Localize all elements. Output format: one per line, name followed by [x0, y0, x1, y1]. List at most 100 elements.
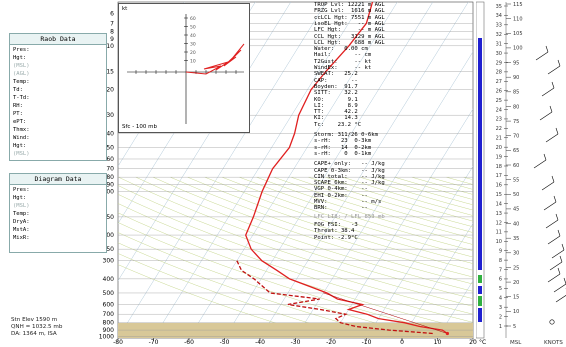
pressure-tick-label: 100 [103, 188, 115, 195]
pressure-tick-label: 60 [106, 156, 114, 163]
fog-line: Point: -2.9°C [314, 234, 358, 241]
raob-field-12: Hgt: [13, 143, 27, 149]
storm-line: Storm: 311/26 0-6km [314, 132, 378, 138]
wind-barb-flag [549, 105, 553, 113]
parameter-line: SWEAT: 25.2 [314, 71, 358, 78]
altitude-tick-label: 13 [496, 211, 502, 217]
pressure-tick-label: 600 [103, 301, 115, 308]
diagram-field-4: DryA: [13, 219, 30, 225]
altitude-tick-label: 30 [496, 51, 502, 57]
ground-layer [118, 323, 473, 338]
altitude-tick-label: 15 [496, 192, 502, 198]
wind-barb-flag [543, 153, 547, 161]
altitude-ft-label: 20 [513, 280, 519, 286]
raob-data-title: Raob Data [10, 34, 106, 45]
hodograph-tick-label: 40 [190, 33, 196, 39]
wind-barb [541, 181, 555, 191]
wind-barb [545, 219, 559, 229]
isotherm-line [118, 2, 327, 338]
dry-adiabat-line [152, 176, 473, 285]
isotherm-line [259, 2, 469, 338]
diagram-field-3: Temp: [13, 211, 30, 217]
fog-line: Threat: 38.4 [314, 228, 355, 235]
altitude-tick-label: 8 [499, 258, 502, 264]
hodograph-tick-label: 60 [190, 16, 196, 22]
parameter-line: LCL Hgt: 688 m AGL [314, 39, 385, 46]
dry-adiabat-line [118, 176, 473, 299]
storm-line: s-rH: 0 0-1km [314, 150, 372, 157]
altitude-ft-label: 65 [513, 148, 519, 154]
altitude-tick-label: 7 [499, 267, 502, 273]
temperature-tick-label: -30 [291, 339, 301, 346]
hodograph-tick-label: 30 [190, 42, 196, 48]
temperature-tick-label: -20 [326, 339, 336, 346]
cape-line: CAPE+ only: -- J/kg [314, 161, 385, 168]
altitude-tick-label: 25 [496, 98, 502, 104]
pressure-tick-label: 400 [103, 276, 115, 283]
raob-field-2: (MSL) [13, 63, 30, 69]
altitude-tick-label: 10 [496, 239, 502, 245]
lfc-note: LFC LI8: / LFL 853 mb [314, 213, 385, 220]
parameter-line: LI: 8.9 [314, 102, 358, 109]
altitude-tick-label: 5 [499, 286, 502, 292]
wind-barb [541, 87, 555, 97]
wind-barb-flag [559, 255, 563, 263]
cloud-bar-fill [478, 38, 482, 270]
diagram-field-5: MstA: [13, 227, 30, 233]
pressure-tick-label: 500 [103, 290, 115, 297]
parameter-line: LFC Hgt: -- m AGL [314, 27, 385, 34]
altitude-ft-label: 100 [513, 46, 523, 52]
cape-line: SCAPE 6km: -- J/kg [314, 180, 385, 187]
dewpoint-profile-line [236, 260, 434, 335]
dry-adiabat-line [204, 176, 473, 264]
dry-adiabat-line [135, 176, 473, 292]
pressure-tick-label: 700 [103, 311, 115, 318]
station-density-altitude: DA: 1364 m, ISA [11, 331, 57, 337]
parameter-line: isoEL Hgt: -- m AGL [314, 20, 385, 27]
raob-field-0: Pres: [13, 47, 30, 53]
pressure-tick-label: 20 [106, 87, 114, 94]
raob-field-5: Td: [13, 87, 23, 93]
altitude-ft-label: 10 [513, 309, 519, 315]
wind-barb-flag [557, 59, 561, 67]
dry-adiabat-line [118, 203, 473, 323]
wind-barb-flag [555, 213, 559, 221]
wind-barb-flag [557, 229, 561, 237]
hodograph-panel[interactable]: kt 60 50 40 30 20 10 Sfc - 100 mb [118, 3, 250, 133]
station-qnh: QNH = 1032.5 mb [11, 324, 63, 330]
temperature-tick-label: -50 [220, 339, 230, 346]
parameter-line: Boyden: 91.7 [314, 83, 358, 90]
altitude-tick-label: 24 [496, 107, 502, 113]
altitude-tick-label: 1 [499, 324, 502, 330]
pressure-tick-label: 6 [110, 11, 114, 18]
pressure-tick-label: 900 [103, 327, 115, 334]
raob-field-6: T-Td: [13, 95, 30, 101]
raob-data-panel: Raob Data Pres: Hgt: (MSL) (AGL) Temp: Td: T-T… [9, 33, 107, 161]
hodograph-tick-label: 10 [190, 59, 196, 65]
temperature-tick-label: -70 [149, 339, 159, 346]
raob-field-13: (MSL) [13, 151, 30, 157]
temperature-tick-label: -40 [255, 339, 265, 346]
wind-barb [535, 51, 549, 61]
altitude-ft-label: 70 [513, 134, 519, 140]
temperature-profile-line [244, 2, 448, 335]
pressure-tick-label: 8 [110, 29, 114, 36]
pressure-tick-label: 40 [106, 130, 114, 137]
altitude-ft-label: 95 [513, 60, 519, 66]
altitude-ft-label: 35 [513, 236, 519, 242]
altitude-tick-label: 35 [496, 4, 502, 10]
wind-barb-flag [561, 243, 565, 251]
altitude-tick-label: 33 [496, 23, 502, 29]
wind-barb-flag [551, 81, 555, 89]
storm-line: s-rH: 23 0-3km [314, 138, 372, 145]
parameter-line: ccLCL Hgt: 7551 m AGL [314, 14, 385, 21]
storm-line: s-rH: 14 0-2km [314, 144, 372, 151]
altitude-ft-label: 115 [513, 2, 523, 8]
diagram-field-0: Pres: [13, 187, 30, 193]
dry-adiabat-line [239, 176, 473, 251]
altitude-tick-label: 9 [499, 249, 502, 255]
dry-adiabat-line [118, 185, 473, 307]
isotherm-line [224, 2, 434, 338]
